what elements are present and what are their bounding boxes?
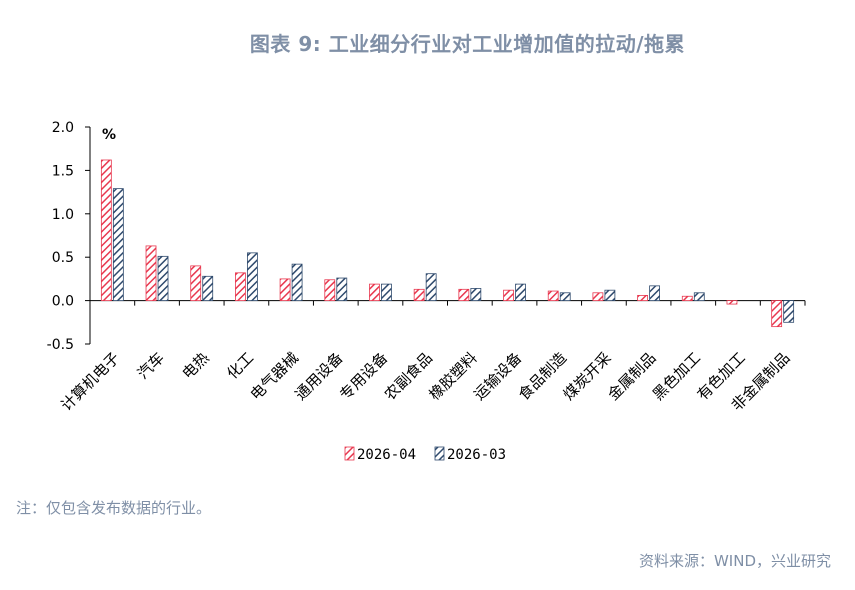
y-tick-label: 1.5: [52, 163, 74, 179]
category-label: 电气器械: [247, 349, 302, 404]
category-label: 黑色加工: [649, 349, 704, 404]
y-tick-label: -0.5: [47, 337, 74, 353]
bar-2026-04: [503, 289, 514, 301]
bar-2026-04: [771, 300, 783, 328]
category-label: 通用设备: [291, 349, 346, 404]
bar-2026-03: [381, 283, 392, 302]
category-label: 农副食品: [381, 349, 436, 404]
bar-2026-03: [559, 292, 571, 301]
y-tick-label: 1.0: [52, 207, 74, 223]
category-label: 电热: [179, 349, 213, 383]
category-label: 金属制品: [604, 349, 659, 404]
category-label: 计算机电子: [57, 349, 123, 415]
legend-swatch-2026-03: [434, 446, 445, 461]
bar-2026-04: [637, 294, 648, 301]
bar-2026-03: [336, 277, 348, 302]
category-label: 化工: [223, 349, 257, 383]
bar-2026-04: [100, 159, 112, 301]
bar-2026-04: [324, 279, 336, 302]
y-tick-label: 0.0: [52, 294, 74, 310]
bar-2026-03: [783, 300, 795, 323]
bar-2026-03: [470, 288, 482, 301]
bar-2026-03: [202, 275, 214, 301]
category-label: 煤炭开采: [560, 349, 615, 404]
legend-label: 2026-04: [357, 447, 416, 463]
bar-2026-03: [515, 283, 526, 302]
bar-2026-04: [681, 295, 693, 302]
bar-2026-04: [458, 288, 470, 302]
bar-2026-03: [425, 273, 437, 301]
legend-swatch-2026-04: [344, 446, 355, 461]
bar-2026-03: [112, 188, 124, 302]
bar-2026-04: [369, 283, 380, 302]
bar-2026-03: [157, 255, 169, 302]
bar-2026-04: [190, 265, 202, 302]
bar-2026-03: [693, 292, 705, 301]
bar-2026-04: [726, 300, 738, 305]
y-tick-label: 0.5: [52, 250, 74, 266]
category-label: 汽车: [134, 349, 168, 383]
bar-2026-03: [604, 289, 616, 301]
bar-2026-03: [649, 285, 660, 301]
bar-2026-04: [592, 292, 604, 301]
bar-2026-04: [413, 288, 425, 302]
category-label: 运输设备: [470, 349, 525, 404]
bar-2026-04: [145, 245, 157, 301]
y-tick-label: 2.0: [52, 120, 74, 136]
bar-2026-03: [291, 263, 303, 302]
bar-2026-04: [235, 272, 246, 302]
legend-label: 2026-03: [447, 447, 506, 463]
bar-2026-03: [247, 252, 258, 302]
category-label: 食品制造: [515, 349, 570, 404]
bar-2026-04: [547, 290, 559, 302]
category-label: 专用设备: [336, 349, 391, 404]
source-note: 资料来源：WIND，兴业研究: [638, 552, 831, 570]
category-label: 橡胶塑料: [426, 349, 481, 404]
chart-title: 图表 9: 工业细分行业对工业增加值的拉动/拖累: [249, 32, 686, 56]
bar-2026-04: [279, 278, 291, 301]
footnote: 注：仅包含发布数据的行业。: [16, 499, 212, 517]
y-unit-label: %: [102, 127, 116, 143]
